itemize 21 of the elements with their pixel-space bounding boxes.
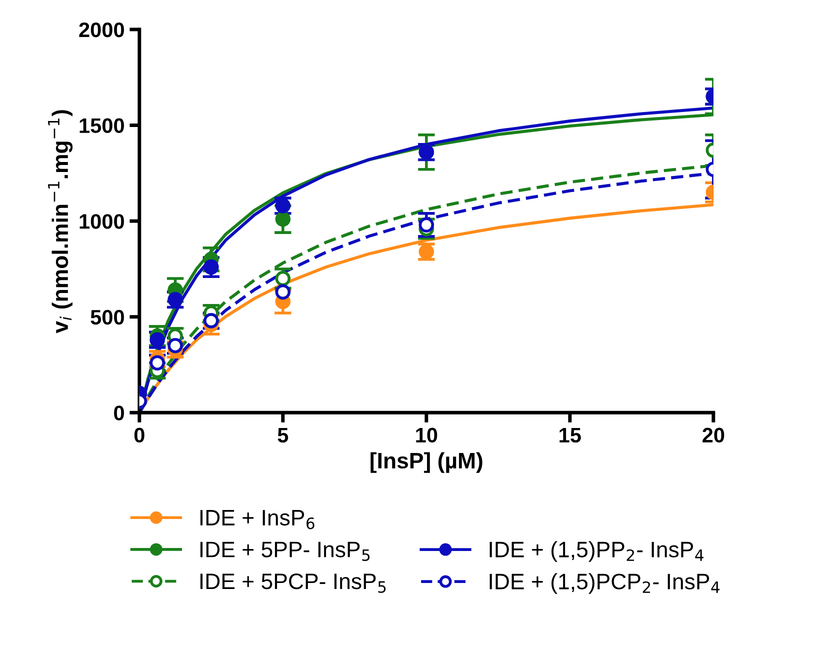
- legend-label: IDE + (1,5)PCP$_{2}$- InsP$_{4}$: [490, 573, 720, 594]
- x-tick-label: 20: [702, 428, 724, 443]
- point: [204, 259, 219, 275]
- x-tick-label: 5: [278, 428, 288, 443]
- y-tick-label: 1500: [80, 118, 124, 134]
- legend-label: IDE + (1,5)PP$_{2}$- InsP$_{4}$: [490, 541, 704, 562]
- legend-label: IDE + InsP$_{6}$: [200, 510, 314, 530]
- y-tick-label: 0: [114, 406, 124, 420]
- point: [275, 284, 291, 300]
- y-tick-label: 2000: [79, 22, 124, 38]
- legend-label: IDE + 5PP- InsP$_{5}$: [200, 542, 370, 562]
- x-tick-label: 10: [416, 428, 438, 443]
- x-tick-label: 15: [560, 428, 581, 443]
- y-tick-label: 1000: [80, 214, 124, 229]
- y-tick-label: 500: [90, 310, 124, 325]
- point: [275, 212, 291, 227]
- x-axis-title: [InsP] (µM): [370, 452, 482, 473]
- x-tick-label: 0: [134, 428, 144, 443]
- point: [275, 270, 291, 286]
- legend-label: IDE + 5PCP- InsP$_{5}$: [200, 573, 386, 593]
- y-axis-title: v$_{i}$ (nmol.min$^{−1}$.mg$^{−1}$): [48, 110, 73, 334]
